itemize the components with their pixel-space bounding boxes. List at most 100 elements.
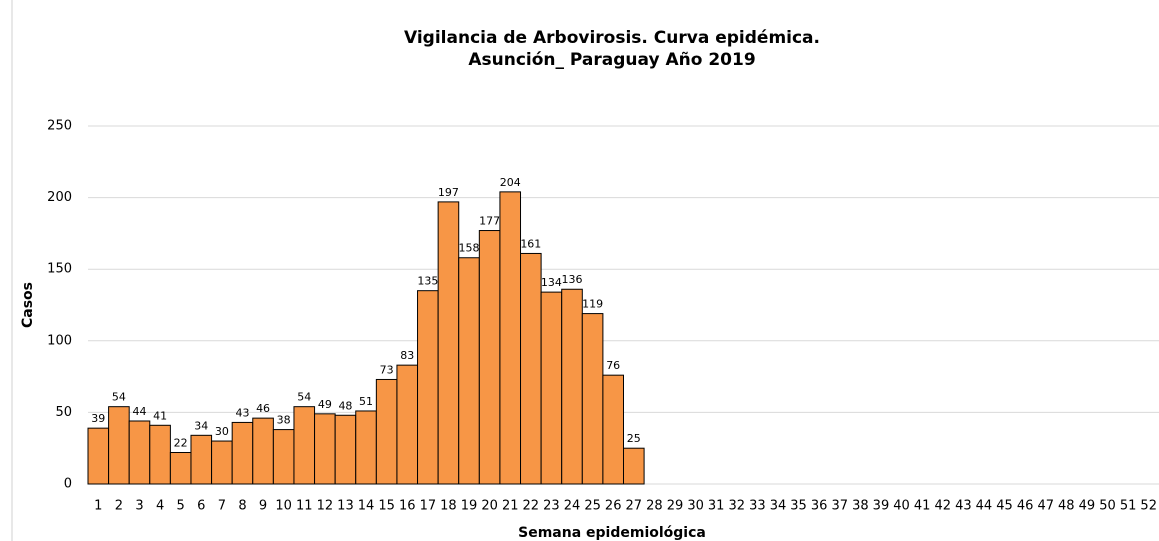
x-tick-label: 41 bbox=[914, 499, 931, 514]
x-tick-label: 9 bbox=[259, 499, 267, 514]
bar bbox=[375, 378, 398, 485]
x-tick-label: 12 bbox=[317, 499, 334, 514]
x-tick-label: 33 bbox=[749, 499, 766, 514]
bar bbox=[355, 410, 377, 485]
x-tick-label: 44 bbox=[976, 499, 993, 514]
x-tick-label: 51 bbox=[1120, 499, 1137, 514]
value-label: 54 bbox=[112, 391, 126, 404]
value-label: 48 bbox=[338, 399, 352, 412]
bar bbox=[561, 288, 583, 485]
y-tick-label: 150 bbox=[47, 262, 72, 277]
x-tick-label: 30 bbox=[687, 499, 704, 514]
y-tick-label: 100 bbox=[47, 333, 72, 348]
value-label: 22 bbox=[174, 436, 188, 449]
value-label: 197 bbox=[438, 186, 459, 199]
x-tick-label: 37 bbox=[831, 499, 848, 514]
bar bbox=[314, 413, 336, 485]
bar bbox=[623, 447, 645, 485]
y-tick-label: 0 bbox=[64, 477, 72, 492]
value-label: 49 bbox=[318, 398, 332, 411]
x-tick-label: 5 bbox=[177, 499, 185, 514]
x-tick-label: 47 bbox=[1037, 499, 1054, 514]
bar bbox=[396, 364, 419, 485]
x-tick-label: 10 bbox=[275, 499, 292, 514]
value-label: 83 bbox=[400, 349, 414, 362]
bar bbox=[540, 291, 563, 485]
x-tick-label: 23 bbox=[543, 499, 560, 514]
bar bbox=[190, 434, 213, 485]
x-tick-label: 43 bbox=[955, 499, 972, 514]
x-tick-label: 29 bbox=[667, 499, 684, 514]
bar bbox=[272, 429, 295, 485]
x-tick-label: 2 bbox=[115, 499, 123, 514]
x-tick-label: 15 bbox=[378, 499, 395, 514]
x-tick-label: 50 bbox=[1099, 499, 1116, 514]
bar bbox=[231, 421, 254, 485]
value-label: 177 bbox=[479, 215, 500, 228]
x-tick-label: 32 bbox=[729, 499, 746, 514]
x-tick-label: 26 bbox=[605, 499, 622, 514]
x-tick-label: 7 bbox=[218, 499, 226, 514]
bar bbox=[334, 414, 357, 485]
x-tick-label: 18 bbox=[440, 499, 457, 514]
bar bbox=[149, 424, 171, 485]
bar bbox=[581, 313, 604, 485]
y-tick-label: 250 bbox=[47, 119, 72, 134]
x-tick-label: 4 bbox=[156, 499, 164, 514]
x-tick-label: 48 bbox=[1058, 499, 1075, 514]
bar bbox=[417, 290, 439, 485]
chart-title: Vigilancia de Arbovirosis. Curva epidémi… bbox=[404, 28, 820, 48]
x-tick-label: 38 bbox=[852, 499, 869, 514]
bar bbox=[499, 191, 522, 485]
x-axis-label: Semana epidemiológica bbox=[518, 525, 706, 541]
x-tick-label: 49 bbox=[1079, 499, 1096, 514]
x-tick-label: 14 bbox=[358, 499, 375, 514]
x-tick-label: 27 bbox=[626, 499, 643, 514]
bar bbox=[437, 201, 460, 485]
x-tick-label: 8 bbox=[238, 499, 246, 514]
x-tick-label: 11 bbox=[296, 499, 313, 514]
value-label: 51 bbox=[359, 395, 373, 408]
x-tick-label: 42 bbox=[934, 499, 951, 514]
value-label: 30 bbox=[215, 425, 229, 438]
value-label: 134 bbox=[541, 276, 562, 289]
x-tick-label: 25 bbox=[584, 499, 601, 514]
value-label: 54 bbox=[297, 391, 311, 404]
x-tick-label: 35 bbox=[790, 499, 807, 514]
bar bbox=[520, 252, 542, 485]
y-tick-label: 200 bbox=[47, 190, 72, 205]
value-label: 135 bbox=[417, 275, 438, 288]
x-tick-label: 3 bbox=[135, 499, 143, 514]
value-label: 161 bbox=[520, 237, 541, 250]
x-tick-label: 22 bbox=[523, 499, 540, 514]
value-label: 119 bbox=[582, 298, 603, 311]
value-label: 73 bbox=[380, 363, 394, 376]
value-label: 44 bbox=[132, 405, 146, 418]
x-tick-label: 24 bbox=[564, 499, 581, 514]
y-tick-label: 50 bbox=[55, 405, 72, 420]
bar bbox=[108, 406, 130, 485]
value-label: 41 bbox=[153, 409, 167, 422]
value-label: 46 bbox=[256, 402, 270, 415]
x-tick-label: 31 bbox=[708, 499, 725, 514]
x-tick-label: 52 bbox=[1140, 499, 1157, 514]
value-label: 38 bbox=[277, 414, 291, 427]
value-label: 43 bbox=[235, 406, 249, 419]
y-axis-label: Casos bbox=[20, 282, 36, 328]
x-tick-label: 6 bbox=[197, 499, 205, 514]
x-tick-label: 17 bbox=[420, 499, 437, 514]
value-label: 136 bbox=[562, 273, 583, 286]
x-tick-label: 46 bbox=[1017, 499, 1034, 514]
bar bbox=[87, 427, 110, 485]
x-tick-label: 39 bbox=[873, 499, 890, 514]
value-label: 39 bbox=[91, 412, 105, 425]
bar bbox=[211, 440, 233, 485]
value-label: 25 bbox=[627, 432, 641, 445]
x-tick-label: 20 bbox=[481, 499, 498, 514]
value-label: 34 bbox=[194, 419, 208, 432]
bar bbox=[169, 451, 192, 485]
value-label: 158 bbox=[459, 242, 480, 255]
x-tick-label: 28 bbox=[646, 499, 663, 514]
x-tick-label: 45 bbox=[996, 499, 1013, 514]
chart-subtitle: Asunción_ Paraguay Año 2019 bbox=[468, 50, 755, 70]
